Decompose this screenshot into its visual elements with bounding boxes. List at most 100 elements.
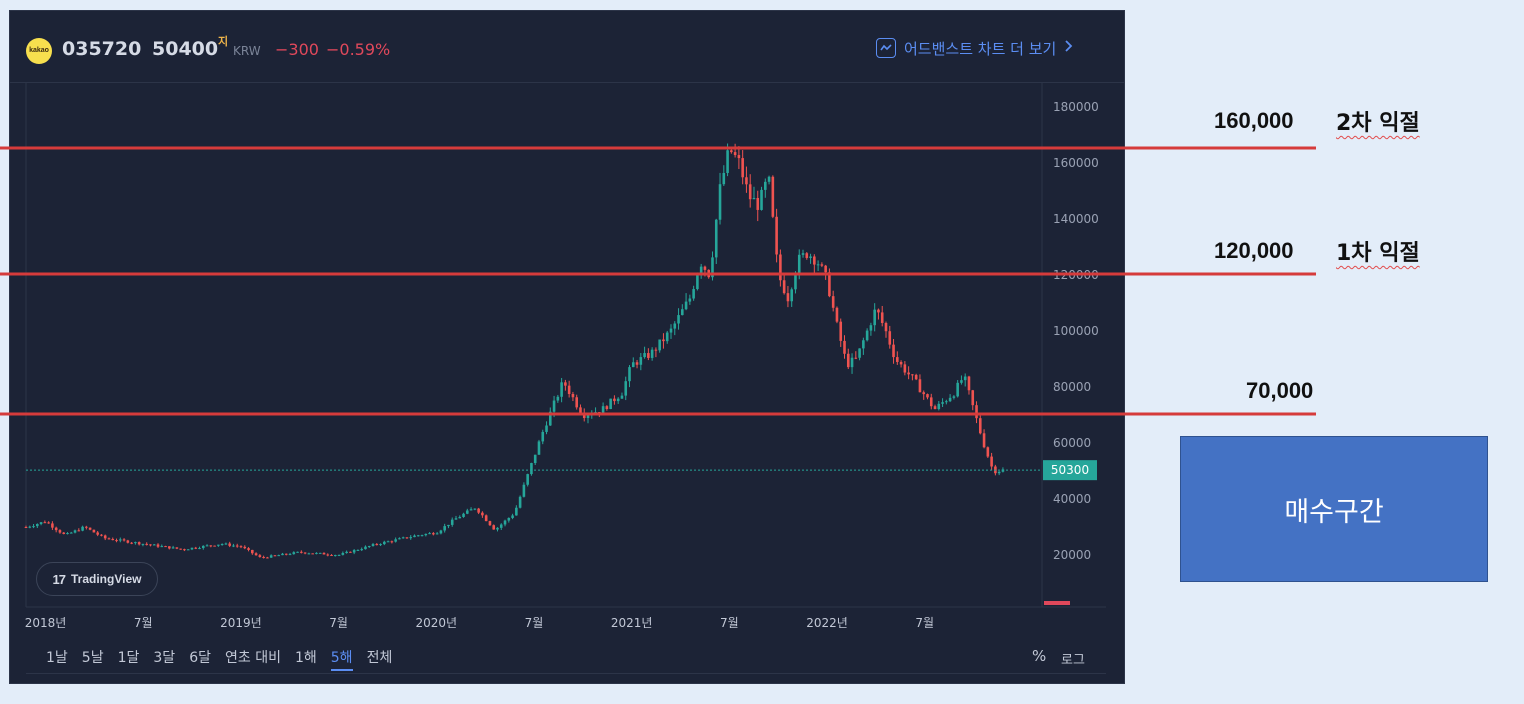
candle-body — [360, 549, 363, 551]
candle-body — [503, 520, 507, 525]
current-price: 50400 — [152, 38, 219, 60]
candle-body — [681, 309, 684, 316]
advanced-chart-link-label: 어드밴스트 차트 더 보기 — [904, 39, 1057, 58]
candle-body — [262, 556, 265, 558]
candle-body — [394, 539, 397, 542]
candle-body — [111, 539, 115, 541]
candle-body — [665, 332, 669, 342]
candle-body — [47, 522, 50, 524]
candle-body — [458, 516, 462, 519]
candle-body — [484, 515, 488, 522]
candle-body — [843, 340, 846, 354]
candle-body — [232, 545, 235, 547]
candle-body — [77, 530, 81, 532]
candle-body — [205, 545, 209, 547]
candle-body — [496, 527, 499, 530]
candle-body — [107, 538, 111, 540]
candle-body — [797, 254, 801, 275]
candle-body — [141, 543, 145, 545]
candle-body — [752, 197, 756, 200]
candle-body — [507, 517, 511, 521]
candle-body — [654, 349, 658, 351]
range-button[interactable]: 전체 — [366, 650, 393, 666]
buy-level-price: 70,000 — [1246, 378, 1314, 403]
candle-body — [684, 301, 688, 310]
candle-body — [831, 296, 835, 308]
candle-body — [126, 540, 130, 543]
bottom-divider — [26, 673, 1106, 674]
candle-body — [616, 398, 620, 402]
range-button[interactable]: 3달 — [153, 650, 176, 666]
candle-body — [420, 535, 424, 537]
candle-body — [134, 542, 137, 544]
candle-body — [62, 532, 66, 534]
candle-body — [631, 362, 635, 368]
tradingview-label: TradingView — [71, 572, 142, 586]
candle-body — [345, 551, 348, 554]
candle-body — [533, 454, 537, 464]
candle-body — [149, 544, 152, 546]
candle-body — [367, 546, 371, 548]
candle-body — [786, 293, 790, 302]
candle-body — [771, 176, 775, 217]
candle-body — [292, 552, 296, 555]
candle-body — [69, 532, 73, 534]
candle-body — [322, 552, 326, 555]
candle-body — [929, 397, 933, 407]
candle-body — [564, 382, 567, 386]
candle-body — [296, 551, 299, 553]
range-button[interactable]: 6달 — [189, 650, 211, 666]
candle-body — [801, 253, 805, 255]
candle-body — [349, 551, 352, 553]
candle-body — [213, 545, 216, 547]
range-button[interactable]: 1날 — [46, 650, 68, 666]
candle-body — [914, 374, 918, 380]
candle-body — [963, 376, 967, 381]
x-tick-label: 2022년 — [806, 616, 848, 630]
header-divider — [10, 82, 1124, 83]
candle-body — [530, 463, 533, 475]
candle-body — [835, 307, 839, 322]
candle-body — [552, 400, 556, 412]
candle-body — [805, 253, 809, 258]
candle-body — [839, 321, 843, 341]
candle-body — [499, 524, 503, 528]
candle-body — [756, 197, 760, 210]
candle-body — [405, 537, 409, 539]
log-scale-button[interactable]: 로그 — [1061, 653, 1085, 668]
ticker-code: 035720 — [62, 38, 142, 60]
range-button[interactable]: 1달 — [117, 650, 140, 666]
candle-body — [303, 552, 307, 554]
candle-body — [575, 397, 578, 408]
percent-scale-button[interactable]: % — [1032, 647, 1047, 665]
candle-body — [782, 280, 786, 294]
y-tick-label: 20000 — [1053, 548, 1091, 562]
tradingview-watermark[interactable]: 17 TradingView — [36, 562, 158, 596]
candle-body — [251, 549, 254, 554]
candle-body — [156, 544, 160, 547]
candle-body — [424, 533, 428, 536]
advanced-chart-link[interactable]: 어드밴스트 차트 더 보기 — [876, 35, 1073, 61]
range-button[interactable]: 5해 — [330, 647, 353, 671]
range-button[interactable]: 5날 — [81, 650, 104, 666]
candle-body — [168, 546, 171, 549]
candle-body — [613, 398, 616, 402]
range-button[interactable]: 1해 — [294, 650, 317, 666]
candle-body — [454, 518, 458, 520]
y-tick-label: 80000 — [1053, 380, 1091, 394]
candle-body — [794, 274, 797, 290]
candle-body — [175, 547, 179, 549]
candle-body — [469, 509, 473, 511]
range-button[interactable]: 연초 대비 — [224, 650, 281, 666]
candle-body — [118, 539, 122, 541]
chart-panel: kakao 035720 50400 지 KRW −300 −0.59% 어드밴… — [9, 10, 1125, 684]
candle-body — [677, 315, 680, 324]
candle-body — [477, 508, 480, 513]
x-tick-label: 7월 — [720, 616, 739, 630]
candle-body — [473, 508, 477, 510]
candle-body — [88, 527, 92, 530]
candle-body — [609, 398, 612, 410]
candle-body — [239, 546, 243, 548]
candle-body — [692, 289, 695, 299]
candle-body — [975, 405, 978, 419]
